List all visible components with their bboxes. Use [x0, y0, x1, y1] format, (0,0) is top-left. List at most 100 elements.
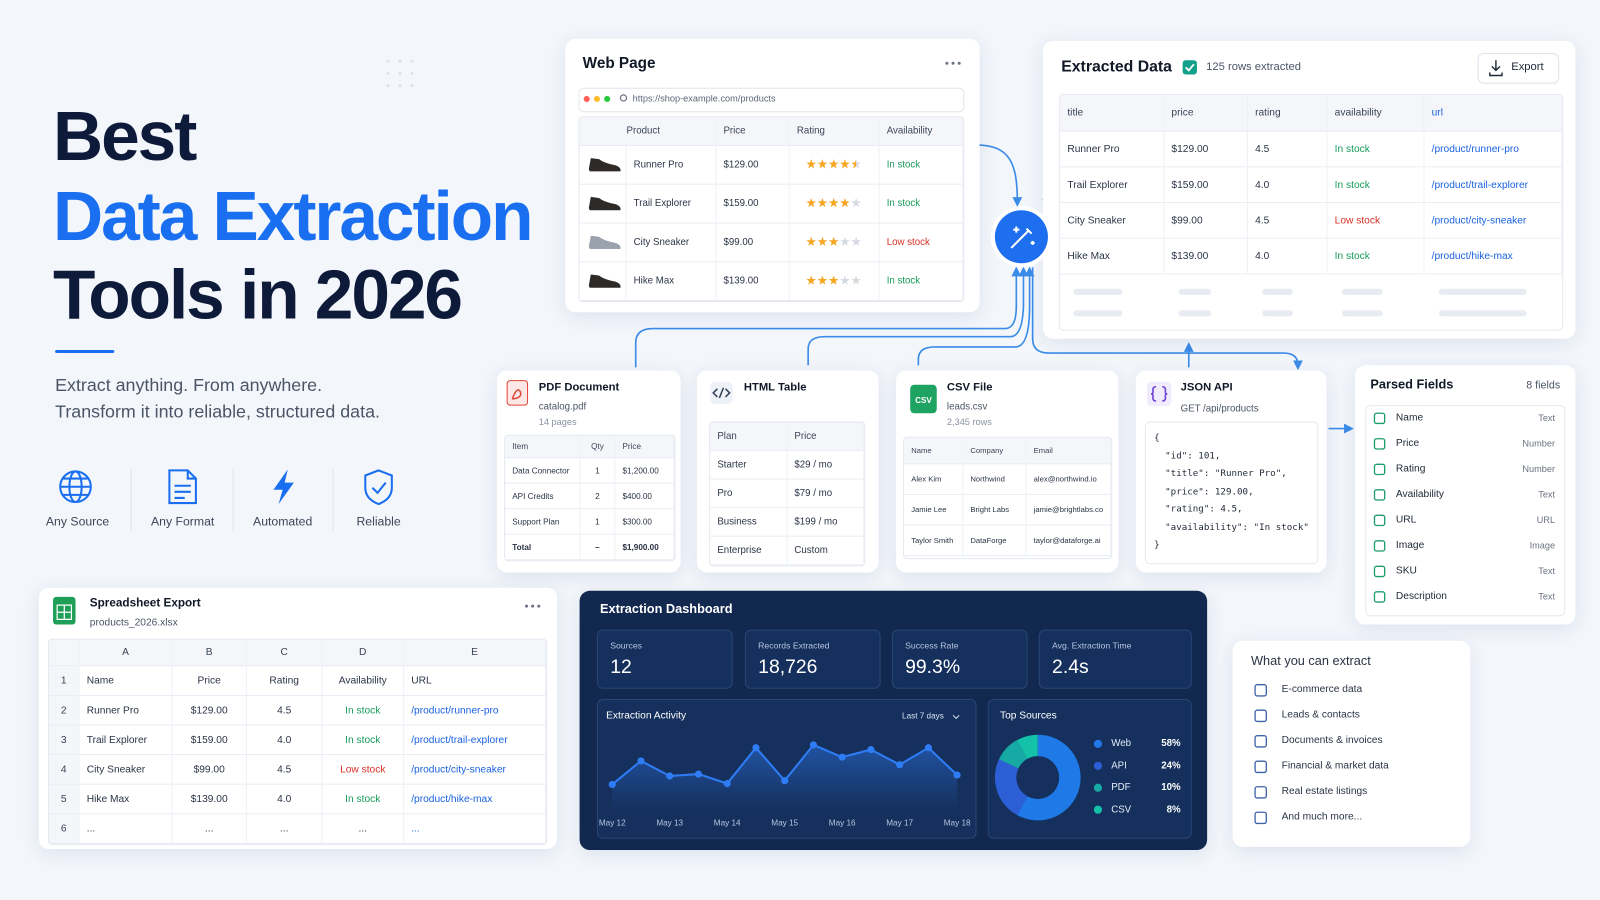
- code-line: }: [1154, 540, 1160, 551]
- code-line: "id": 101,: [1154, 451, 1221, 462]
- column-header: Company: [963, 437, 1027, 465]
- table-cell: 4.5: [246, 695, 323, 726]
- stat-label: Records Extracted: [758, 640, 830, 651]
- column-header: Price: [615, 435, 675, 459]
- image-cell: [579, 145, 627, 185]
- code-line: "rating": 4.5,: [1154, 504, 1243, 515]
- stat-value: 2.4s: [1052, 656, 1089, 679]
- x-tick-label: May 15: [771, 818, 799, 828]
- column-header: url: [1424, 94, 1563, 132]
- placeholder-bar: [1262, 310, 1293, 317]
- csv-badge: CSV: [915, 395, 932, 406]
- field-name: Description: [1395, 590, 1447, 603]
- table-cell: /product/hike-max: [1424, 238, 1563, 275]
- stat-value: 99.3%: [905, 656, 961, 679]
- table-cell: $1,900.00: [615, 534, 675, 561]
- feature-label: Any Source: [45, 514, 110, 529]
- table-cell: /product/trail-explorer: [1424, 167, 1563, 204]
- table-cell: $129.00: [172, 695, 247, 726]
- connector: [917, 266, 1035, 366]
- table-cell: 4.0: [246, 725, 323, 756]
- placeholder-bar: [1262, 288, 1293, 295]
- table-cell: jamie@brightlabs.co: [1026, 494, 1112, 526]
- field-type: Number: [1522, 463, 1556, 474]
- table-cell: City Sneaker: [626, 223, 717, 263]
- table-cell: Low stock: [879, 223, 964, 263]
- table-cell: In stock: [322, 695, 405, 726]
- legend-label: API: [1111, 759, 1127, 772]
- stat-label: Success Rate: [905, 640, 959, 651]
- column-header: Name: [904, 437, 964, 465]
- data-label: 58%: [1161, 738, 1181, 750]
- column-header: rating: [1247, 94, 1328, 132]
- stat-value: 18,726: [758, 656, 818, 679]
- button-label[interactable]: Export: [1511, 60, 1544, 73]
- file-name: leads.csv: [946, 401, 988, 413]
- feature-divider: [232, 469, 234, 531]
- field-name: URL: [1395, 514, 1417, 526]
- table-cell: /product/runner-pro: [404, 695, 546, 726]
- stat-label: Sources: [610, 640, 643, 651]
- code-line: "price": 129.00,: [1154, 486, 1254, 497]
- column-header: Rating: [789, 117, 880, 146]
- panel-title: Web Page: [582, 54, 656, 72]
- feature-divider: [130, 469, 132, 531]
- table-cell: Low stock: [1327, 203, 1425, 239]
- field-type: Text: [1538, 591, 1556, 602]
- column-header: Plan: [710, 422, 788, 452]
- table-cell: Availability: [322, 666, 405, 696]
- table-cell: City Sneaker: [1060, 203, 1165, 239]
- feature-label: Any Format: [151, 514, 215, 529]
- hero-title: Tools in 2026: [53, 256, 463, 334]
- table-cell: In stock: [322, 784, 405, 815]
- table-cell: In stock: [1327, 167, 1425, 204]
- table-cell: Jamie Lee: [904, 494, 964, 526]
- stat-card: [596, 629, 733, 689]
- field-name: Rating: [1395, 463, 1426, 475]
- placeholder-bar: [1341, 310, 1383, 317]
- column-header: title: [1060, 94, 1165, 132]
- x-tick-label: May 16: [828, 818, 856, 828]
- row-number: 3: [48, 725, 80, 756]
- field-name: Availability: [1395, 488, 1444, 500]
- column-header: Product: [579, 117, 717, 146]
- table-cell: City Sneaker: [79, 755, 173, 785]
- code-line: "title": "Runner Pro",: [1154, 468, 1287, 480]
- image-cell: [579, 184, 627, 224]
- column-header: Email: [1026, 437, 1112, 465]
- panel-title: Spreadsheet Export: [89, 597, 201, 610]
- panel-title: Extraction Dashboard: [599, 601, 733, 617]
- legend-label: CSV: [1111, 803, 1132, 816]
- table-cell: $159.00: [716, 184, 790, 224]
- field-name: Name: [1395, 412, 1424, 424]
- table-cell: 1: [580, 458, 616, 484]
- extract-item: And much more...: [1281, 811, 1363, 823]
- card-title: Top Sources: [999, 710, 1057, 722]
- table-cell: Low stock: [322, 755, 405, 785]
- table-cell: Northwind: [963, 464, 1027, 495]
- column-letter: D: [322, 639, 405, 667]
- extract-item: Real estate listings: [1281, 785, 1368, 797]
- x-tick-label: May 12: [598, 818, 626, 828]
- range-label[interactable]: Last 7 days: [902, 711, 944, 721]
- table-cell: taylor@dataforge.ai: [1026, 525, 1112, 557]
- column-letter: C: [246, 639, 323, 667]
- table-cell: Custom: [787, 536, 865, 566]
- image-cell: [579, 223, 627, 263]
- file-name: catalog.pdf: [538, 401, 587, 413]
- table-cell: $199 / mo: [787, 508, 865, 537]
- row-number: 4: [48, 755, 80, 785]
- card-title: Extraction Activity: [606, 710, 687, 722]
- table-cell: Runner Pro: [79, 695, 173, 726]
- table-cell: Starter: [710, 451, 788, 480]
- column-header: availability: [1327, 94, 1425, 132]
- table-cell: $300.00: [615, 509, 675, 535]
- table-cell: Runner Pro: [1060, 131, 1165, 168]
- table-cell: Business: [710, 508, 788, 537]
- placeholder-bar: [1438, 310, 1527, 317]
- html-table: Plan Price Starter $29 / mo Pro $79 / mo Busin…: [709, 421, 866, 567]
- table-cell: 4.5: [1247, 203, 1328, 239]
- table-cell: 4.5: [246, 755, 323, 785]
- table-cell: Data Connector: [505, 458, 581, 484]
